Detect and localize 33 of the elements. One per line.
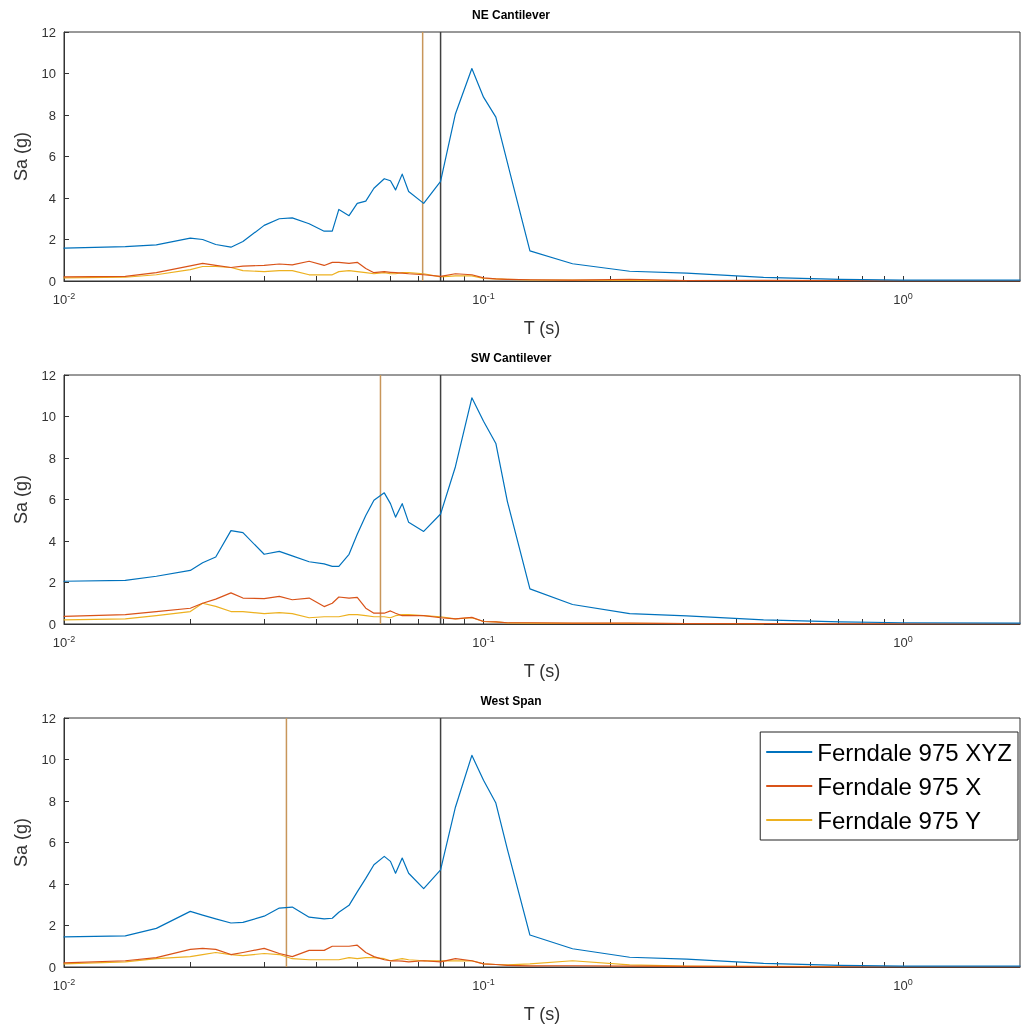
chart-title: SW Cantilever: [470, 351, 552, 365]
y-axis-title: Sa (g): [11, 474, 31, 525]
y-tick-label: 6: [48, 492, 56, 507]
y-tick-label: 4: [48, 876, 56, 892]
y-tick-label: 10: [41, 752, 56, 767]
y-tick-label: 2: [48, 575, 56, 590]
y-tick-label: 8: [48, 107, 56, 123]
y-tick-label: 10: [41, 66, 56, 81]
y-tick-label: 2: [48, 232, 56, 247]
y-tick-label: 12: [41, 367, 56, 383]
y-tick-label: 0: [48, 616, 56, 632]
y-tick-label: 12: [41, 710, 56, 726]
y-tick-label: 8: [48, 450, 56, 466]
y-tick-label: 0: [48, 959, 56, 975]
legend-label: Ferndale 975 XYZ: [817, 738, 1012, 766]
y-axis-title: Sa (g): [11, 817, 31, 868]
x-axis-title: T (s): [523, 1004, 561, 1024]
legend-label: Ferndale 975 Y: [817, 806, 981, 834]
y-tick-label: 2: [48, 918, 56, 933]
y-tick-label: 4: [48, 533, 56, 549]
y-tick-label: 8: [48, 793, 56, 809]
x-axis-title: T (s): [523, 318, 561, 338]
y-axis-title: Sa (g): [11, 131, 31, 182]
y-tick-label: 10: [41, 409, 56, 424]
y-tick-label: 12: [41, 24, 56, 40]
y-tick-label: 4: [48, 190, 56, 206]
y-tick-label: 6: [48, 835, 56, 850]
chart-title: NE Cantilever: [471, 8, 551, 22]
y-tick-label: 0: [48, 273, 56, 289]
x-axis-title: T (s): [523, 661, 561, 681]
legend-label: Ferndale 975 X: [817, 772, 982, 800]
chart-title: West Span: [480, 694, 542, 708]
y-tick-label: 6: [48, 149, 56, 164]
